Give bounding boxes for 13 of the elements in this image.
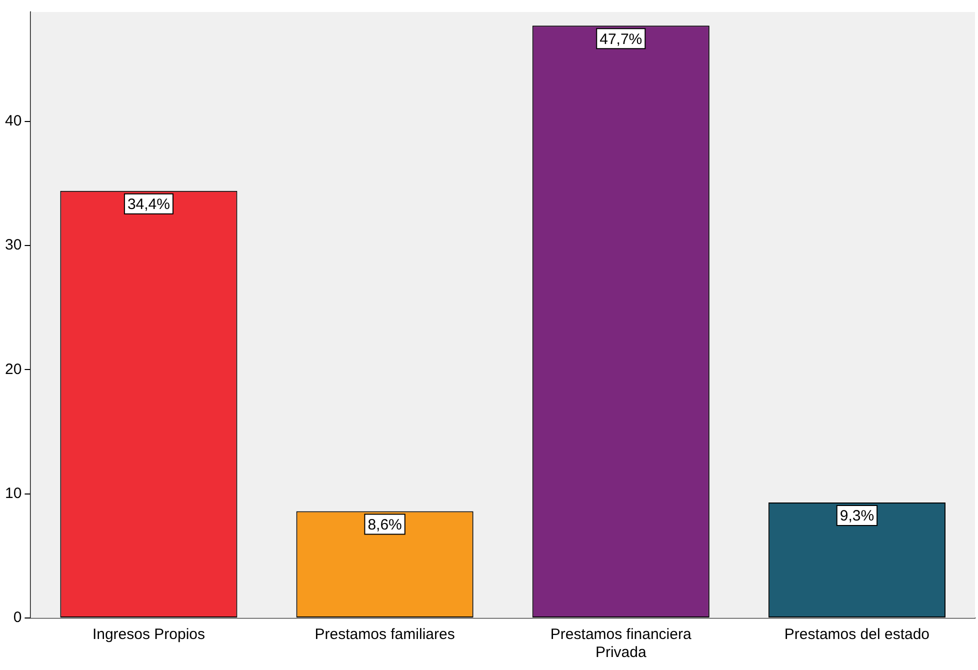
y-tick-label: 20 [4, 360, 22, 378]
data-label: 34,4% [127, 196, 170, 213]
x-tick-label: Prestamos del estado [784, 626, 930, 644]
x-tick-label: Prestamos familiares [314, 626, 455, 644]
x-tick-label: Prestamos financiera Privada [550, 626, 692, 662]
y-tick-label: 30 [4, 236, 22, 254]
data-label: 8,6% [368, 516, 402, 534]
x-tick-label: Ingresos Propios [92, 626, 206, 644]
y-tick-label: 40 [4, 112, 22, 130]
y-tick-label: 0 [13, 609, 22, 626]
data-label: 9,3% [840, 508, 874, 525]
y-tick-label: 10 [4, 484, 22, 502]
data-label: 47,7% [600, 30, 642, 48]
